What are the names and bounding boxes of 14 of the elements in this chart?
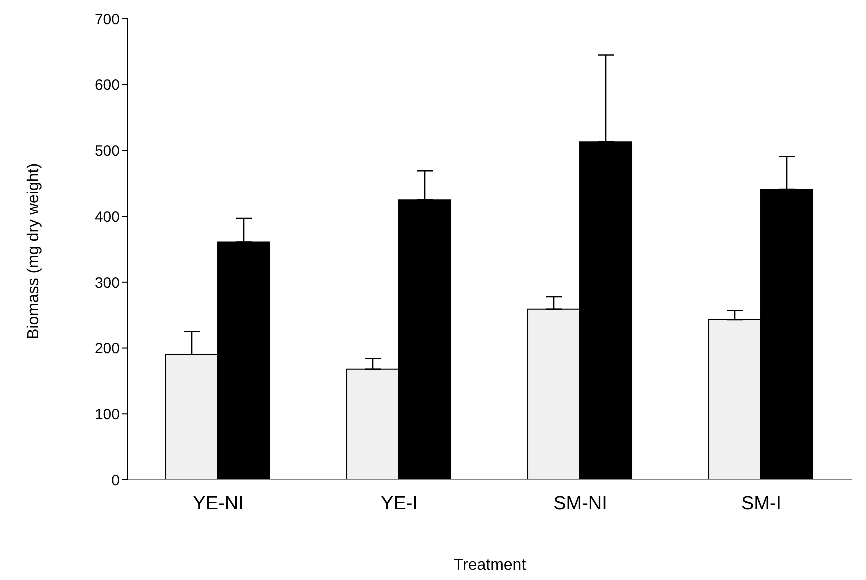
y-tick-label: 100 xyxy=(94,406,120,424)
y-tick-label: 500 xyxy=(94,143,120,160)
y-tick-label: 700 xyxy=(94,11,120,28)
y-tick-label: 300 xyxy=(94,274,120,292)
x-tick-label: SM-I xyxy=(741,493,782,514)
y-tick-label: 200 xyxy=(94,340,120,358)
y-tick-label: 600 xyxy=(94,77,120,94)
x-tick-label: YE-I xyxy=(381,493,418,514)
y-tick-label: 0 xyxy=(112,472,120,490)
y-tick-label: 400 xyxy=(94,208,120,226)
x-axis-title: Treatment xyxy=(454,557,527,574)
y-axis-title: Biomass (mg dry weight) xyxy=(26,163,43,340)
x-tick-label: SM-NI xyxy=(554,493,608,514)
x-tick-label: YE-NI xyxy=(193,493,244,514)
